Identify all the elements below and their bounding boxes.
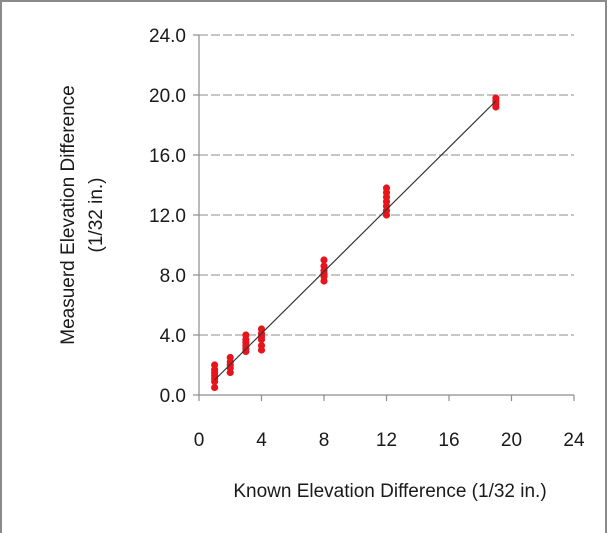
y-tick-label-5: 20.0 <box>149 86 186 107</box>
data-point-28 <box>320 262 328 270</box>
data-points <box>211 94 500 392</box>
x-axis-label: Known Elevation Difference (1/32 in.) <box>233 481 546 502</box>
x-tick-label-0: 0 <box>194 430 205 451</box>
data-point-29 <box>320 256 328 264</box>
x-tick-label-2: 8 <box>319 430 330 451</box>
fit-line-group <box>214 100 497 381</box>
y-tick-label-4: 16.0 <box>149 146 186 167</box>
y-tick-labels: 0.0 4.0 8.0 12.0 16.0 20.0 24.0 <box>149 26 186 407</box>
y-tick-label-2: 8.0 <box>160 266 186 287</box>
data-point-11 <box>226 353 234 362</box>
y-tick-label-1: 4.0 <box>160 326 186 347</box>
data-point-40 <box>492 94 500 102</box>
x-tick-label-5: 20 <box>501 430 522 451</box>
data-point-17 <box>242 331 250 339</box>
y-tick-label-3: 12.0 <box>149 206 186 227</box>
x-tick-label-1: 4 <box>256 430 267 451</box>
axes <box>193 34 575 401</box>
y-axis-label-line2: (1/32 in.) <box>86 178 107 253</box>
x-tick-label-3: 12 <box>376 430 397 451</box>
y-axis-label-line1: Measuerd Elevation Difference <box>58 85 79 344</box>
data-point-23 <box>257 325 266 333</box>
x-tick-labels: 0 4 8 12 16 20 24 <box>194 430 585 451</box>
y-tick-label-6: 24.0 <box>149 26 186 47</box>
x-tick-label-4: 16 <box>438 430 459 451</box>
x-tick-label-6: 24 <box>563 430 585 451</box>
y-tick-label-0: 0.0 <box>160 386 186 407</box>
fit-line <box>214 100 497 381</box>
data-point-19 <box>257 341 266 350</box>
data-point-6 <box>211 361 219 369</box>
data-point-36 <box>382 184 391 192</box>
data-point-0 <box>211 383 219 392</box>
